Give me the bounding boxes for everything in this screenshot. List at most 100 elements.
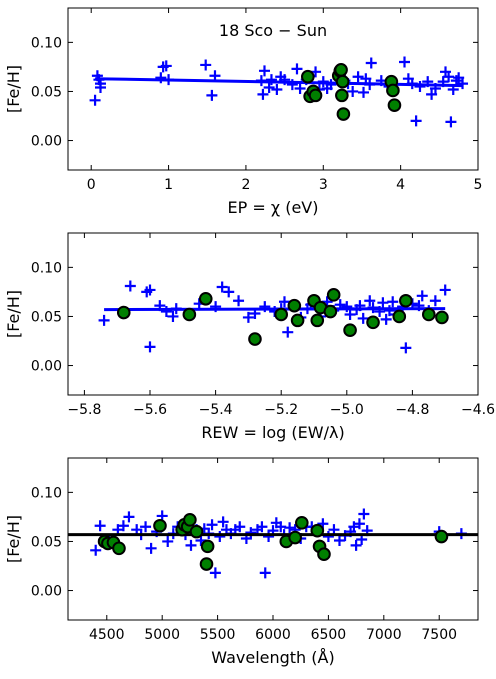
x-axis-label: EP = χ (eV) (228, 198, 319, 217)
x-tick-label: 7500 (421, 627, 457, 643)
plus-point (209, 567, 221, 579)
plus-point (140, 521, 152, 533)
plus-point (333, 534, 345, 546)
plus-point (365, 57, 377, 69)
x-tick-label: −5.6 (133, 402, 167, 418)
circle-point (248, 332, 262, 346)
axes-frame (67, 7, 479, 171)
circle-point (189, 524, 204, 539)
circle-point (308, 88, 323, 103)
circle-point (199, 557, 214, 571)
plus-point (348, 521, 360, 533)
chart-panel-1: 0 1 2 3 4 5 0.00 0.05 0.10 EP = χ (eV) [Fe/H] 18 Sc… (4, 7, 482, 217)
plus-point (209, 70, 221, 82)
x-tick-label: 7000 (366, 627, 402, 643)
y-tick-label: 0.10 (31, 35, 62, 51)
circle-point (334, 63, 348, 77)
plus-point (257, 88, 269, 100)
plus-point (294, 83, 306, 95)
plus-point (145, 542, 157, 554)
plus-point (94, 82, 106, 94)
plus-point (94, 520, 106, 532)
fit-line (95, 77, 463, 88)
plus-point (352, 71, 364, 83)
x-tick-label: −4.6 (461, 402, 495, 418)
plus-point (380, 313, 392, 325)
plus-point (214, 531, 226, 543)
circle-point (295, 516, 309, 530)
plus-point (278, 296, 290, 308)
circle-point (317, 547, 331, 562)
plus-point (123, 511, 135, 523)
y-tick-label: 0.05 (31, 309, 62, 325)
plus-point (90, 544, 102, 556)
chart-panel-2: −5.8 −5.6 −5.4 −5.2 −5.0 −4.8 −4.6 0.00 0.05 0.10… (4, 232, 495, 442)
plus-point (117, 520, 129, 532)
y-tick-label: 0.10 (31, 260, 62, 276)
plus-point (263, 531, 275, 543)
chart-panel-3: 4500 5000 5500 6000 6500 7000 7500 0.00 0.05 0.10… (4, 457, 479, 667)
y-tick-label: 0.05 (31, 84, 62, 100)
x-tick-label: −5.0 (330, 402, 364, 418)
plus-point (383, 305, 395, 317)
plus-point (234, 521, 246, 533)
plus-point (353, 518, 365, 530)
circle-point (343, 323, 357, 338)
plus-point (416, 290, 428, 302)
plus-point (344, 308, 356, 320)
circle-point (198, 291, 213, 306)
plot-area (68, 508, 478, 579)
axes-frame (67, 232, 479, 396)
fit-line (104, 307, 446, 312)
plus-point (357, 312, 369, 324)
plus-point (162, 535, 174, 547)
circle-point (310, 313, 325, 328)
circle-point (326, 288, 341, 302)
x-tick-label: 0 (87, 177, 96, 193)
x-axis-label: Wavelength (Å) (211, 648, 334, 667)
plus-point (457, 78, 469, 90)
plus-point (414, 81, 426, 93)
circle-point (287, 298, 302, 313)
plus-point (445, 116, 457, 128)
circle-point (335, 88, 349, 103)
plus-point (245, 527, 257, 539)
y-tick-label: 0.05 (31, 534, 62, 550)
x-tick-label: 5500 (200, 627, 236, 643)
x-tick-label: −5.2 (264, 402, 298, 418)
plus-point (144, 284, 156, 296)
axes-frame (67, 457, 479, 621)
plus-point (206, 519, 218, 531)
circle-point (290, 313, 305, 328)
y-tick-label: 0.00 (31, 359, 62, 375)
plus-point (259, 567, 271, 579)
plus-point (284, 522, 296, 534)
plus-point (200, 59, 212, 71)
circle-point (422, 307, 436, 322)
plus-point (282, 326, 294, 338)
plus-point (160, 306, 172, 318)
plus-point (242, 311, 254, 323)
plus-point (429, 295, 441, 307)
y-tick-label: 0.10 (31, 485, 62, 501)
plus-point (322, 531, 334, 543)
plus-point (399, 56, 411, 68)
circle-point (182, 307, 197, 322)
plus-point (443, 71, 455, 83)
circle-point (301, 69, 315, 84)
circle-point (183, 513, 197, 527)
plus-point (291, 63, 303, 75)
plus-point (167, 310, 179, 322)
x-tick-label: −4.8 (395, 402, 429, 418)
plus-point (217, 516, 229, 528)
plus-point (98, 314, 110, 326)
circle-point (387, 98, 402, 112)
chart-title: 18 Sco − Sun (219, 21, 327, 40)
x-tick-label: 4500 (89, 627, 125, 643)
plus-point (350, 539, 362, 551)
circle-point (323, 304, 338, 319)
plus-point (271, 83, 283, 95)
x-tick-label: −5.4 (199, 402, 233, 418)
y-tick-label: 0.00 (31, 134, 62, 150)
